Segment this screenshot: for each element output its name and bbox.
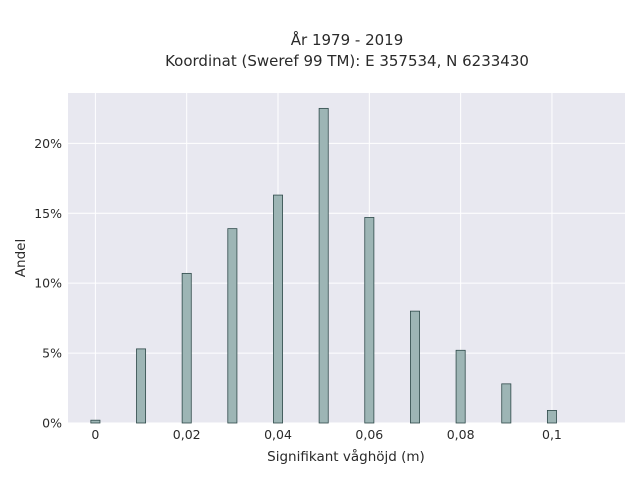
histogram-bar: [410, 310, 420, 424]
bars: [90, 107, 557, 424]
histogram-bar: [318, 107, 329, 424]
histogram-bar: [136, 348, 147, 424]
x-tick-label: 0,1: [542, 427, 562, 442]
y-tick-label: 20%: [34, 136, 62, 151]
x-axis-label: Signifikant våghöjd (m): [267, 448, 425, 465]
histogram-bar: [273, 194, 283, 424]
histogram-bar: [181, 272, 192, 424]
histogram-bar: [546, 410, 557, 424]
y-tick-label: 0%: [42, 416, 62, 431]
y-axis-label: Andel: [13, 239, 29, 277]
x-tick-label: 0,06: [355, 427, 383, 442]
y-tick-label: 10%: [34, 276, 62, 291]
chart-title-line2: Koordinat (Sweref 99 TM): E 357534, N 62…: [165, 52, 529, 70]
histogram-bar: [364, 217, 375, 424]
x-tick-label: 0,08: [447, 427, 475, 442]
histogram-bar: [227, 228, 238, 424]
y-tick-label: 15%: [34, 206, 62, 221]
chart-title-line1: År 1979 - 2019: [291, 30, 404, 49]
y-tick-label: 5%: [42, 346, 62, 361]
histogram-bar: [455, 349, 466, 424]
histogram-bar: [90, 419, 101, 424]
histogram-bar: [501, 383, 512, 424]
plot-area: [68, 93, 625, 423]
x-tick-label: 0,02: [173, 427, 201, 442]
x-tick-label: 0,04: [264, 427, 292, 442]
tick-labels: 0% 5% 10% 15% 20% 0 0,02 0,04 0,06 0,08 0,1: [34, 136, 562, 442]
x-tick-label: 0: [91, 427, 99, 442]
